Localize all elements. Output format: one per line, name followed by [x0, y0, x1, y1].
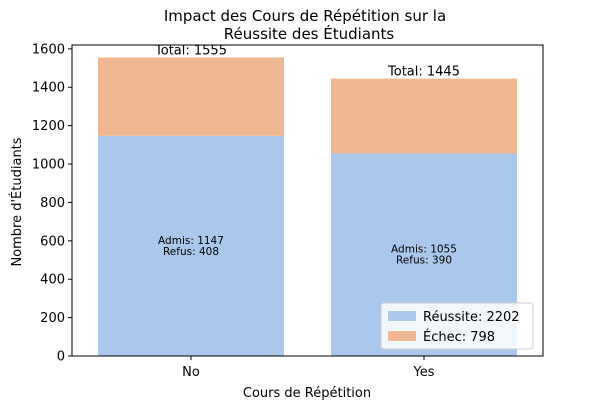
- y-tick-label: 600: [40, 234, 65, 249]
- total-label-yes: Total: 1445: [387, 65, 460, 80]
- y-axis-label: Nombre d'Étudiants: [9, 137, 25, 266]
- plot-frame: [71, 44, 544, 357]
- chart-title-line1: Impact des Cours de Répétition sur la: [164, 7, 446, 25]
- legend-swatch: [388, 311, 416, 321]
- chart-title-line2: Réussite des Étudiants: [224, 24, 395, 43]
- inner-label-yes-1: Admis: 1055: [391, 244, 457, 256]
- total-label-no: Total: 1555: [154, 43, 227, 58]
- bar-yes-series-2: [331, 78, 517, 154]
- inner-label-no-2: Refus: 408: [163, 246, 219, 258]
- legend-swatch: [388, 331, 416, 341]
- legend-label: Réussite: 2202: [423, 310, 520, 325]
- y-tick-label: 200: [40, 311, 65, 326]
- bar-no-series-2: [98, 57, 284, 136]
- y-tick-label: 400: [40, 273, 65, 288]
- inner-label-yes-2: Refus: 390: [396, 255, 452, 267]
- legend-box: [380, 302, 534, 350]
- x-tick-label: Yes: [413, 365, 435, 380]
- y-tick-label: 1200: [32, 119, 65, 134]
- y-tick-label: 1000: [32, 158, 65, 173]
- x-axis-label: Cours de Répétition: [243, 386, 371, 400]
- y-tick-label: 1600: [32, 42, 65, 57]
- inner-label-no-1: Admis: 1147: [158, 235, 224, 247]
- bar-no-series-1: [98, 135, 284, 356]
- y-tick-label: 800: [40, 196, 65, 211]
- y-tick-label: 1400: [32, 81, 65, 96]
- x-tick-label: No: [182, 365, 200, 380]
- y-tick-label: 0: [57, 350, 65, 365]
- legend-label: Échec: 798: [423, 329, 495, 345]
